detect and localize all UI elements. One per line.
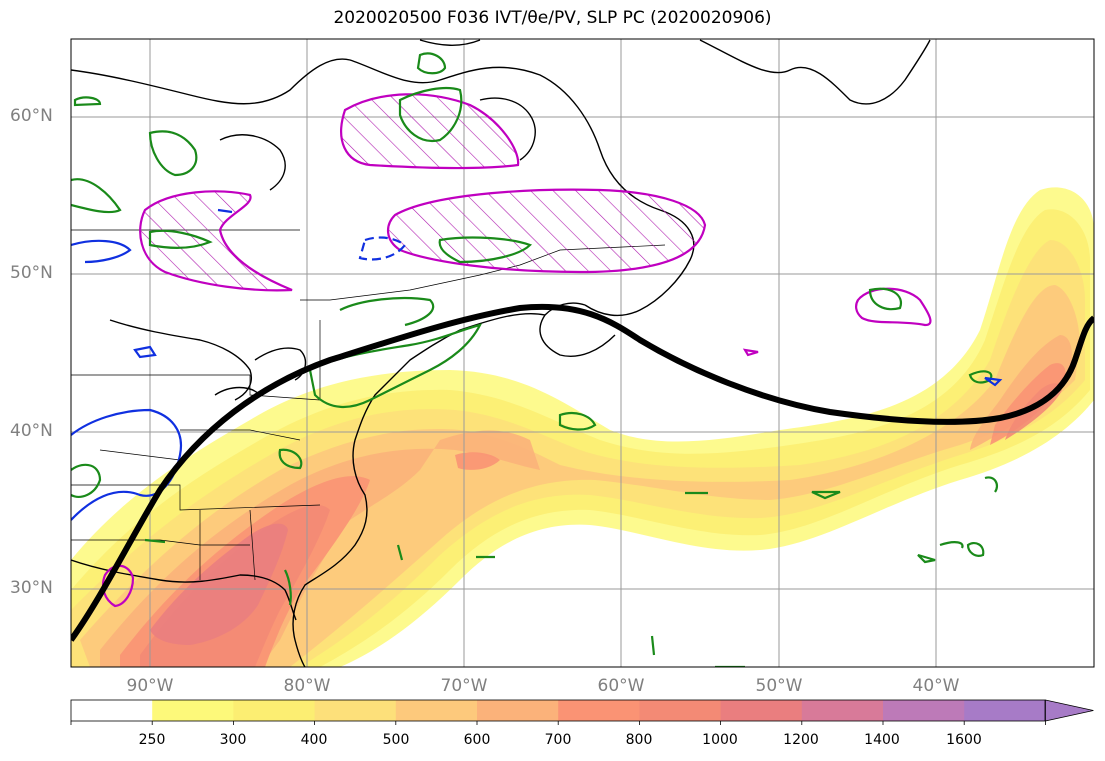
ivt-band-500 bbox=[80, 285, 1080, 667]
ivt-band-800 bbox=[140, 383, 1062, 667]
colorbar-label-600: 600 bbox=[463, 732, 491, 748]
ivt-band-1000 bbox=[150, 523, 288, 645]
colorbar bbox=[70, 699, 1094, 725]
colorbar-label-700: 700 bbox=[544, 732, 572, 748]
theta-e-green-contours bbox=[71, 52, 999, 667]
lat-label-40n: 40°N bbox=[10, 421, 53, 441]
theta-e-blue-contours bbox=[71, 208, 1003, 521]
ivt-fill-field bbox=[71, 187, 1094, 667]
pv-region-quebec bbox=[387, 188, 707, 274]
colorbar-label-1400: 1400 bbox=[864, 732, 900, 748]
colorbar-extend-arrow bbox=[1045, 699, 1094, 722]
colorbar-label-800: 800 bbox=[625, 732, 653, 748]
colorbar-segment bbox=[395, 700, 478, 721]
lon-label-40w: 40°W bbox=[912, 676, 960, 696]
colorbar-label-1600: 1600 bbox=[946, 732, 982, 748]
lat-label-30n: 30°N bbox=[10, 578, 53, 598]
colorbar-label-1000: 1000 bbox=[702, 732, 738, 748]
colorbar-segment bbox=[477, 700, 559, 721]
pv-region-central-atlantic bbox=[855, 287, 932, 327]
lon-label-60w: 60°W bbox=[597, 676, 645, 696]
political-borders bbox=[71, 229, 666, 581]
colorbar-label-250: 250 bbox=[138, 732, 166, 748]
colorbar-segment bbox=[883, 700, 965, 721]
colorbar-segment bbox=[233, 700, 316, 721]
gridlines bbox=[71, 39, 1094, 667]
colorbar-segment bbox=[152, 700, 234, 721]
lat-label-50n: 50°N bbox=[10, 263, 53, 283]
colorbar-segment bbox=[720, 700, 803, 721]
pv-region-gulf bbox=[101, 564, 135, 608]
plot-frame bbox=[70, 38, 1095, 668]
colorbar-label-1200: 1200 bbox=[783, 732, 819, 748]
map-title: 2020020500 F036 IVT/θe/PV, SLP PC (20200… bbox=[333, 8, 772, 28]
lon-label-70w: 70°W bbox=[440, 676, 488, 696]
colorbar-label-500: 500 bbox=[382, 732, 410, 748]
coastlines bbox=[71, 39, 931, 667]
lon-label-90w: 90°W bbox=[126, 676, 174, 696]
lon-label-50w: 50°W bbox=[755, 676, 803, 696]
colorbar-segment bbox=[314, 700, 397, 721]
colorbar-segment bbox=[639, 700, 722, 721]
pv-region-labrador-sea bbox=[340, 93, 520, 170]
colorbar-label-400: 400 bbox=[300, 732, 328, 748]
colorbar-segment bbox=[801, 700, 884, 721]
colorbar-segment bbox=[558, 700, 640, 721]
colorbar-label-300: 300 bbox=[219, 732, 247, 748]
colorbar-segment bbox=[964, 700, 1046, 721]
lon-label-80w: 80°W bbox=[283, 676, 331, 696]
colorbar-segment bbox=[71, 700, 153, 721]
pv-contours bbox=[101, 93, 932, 608]
slp-pc-line bbox=[71, 303, 1094, 642]
lat-label-60n: 60°N bbox=[10, 106, 53, 126]
pv-region-hudson bbox=[139, 190, 293, 292]
